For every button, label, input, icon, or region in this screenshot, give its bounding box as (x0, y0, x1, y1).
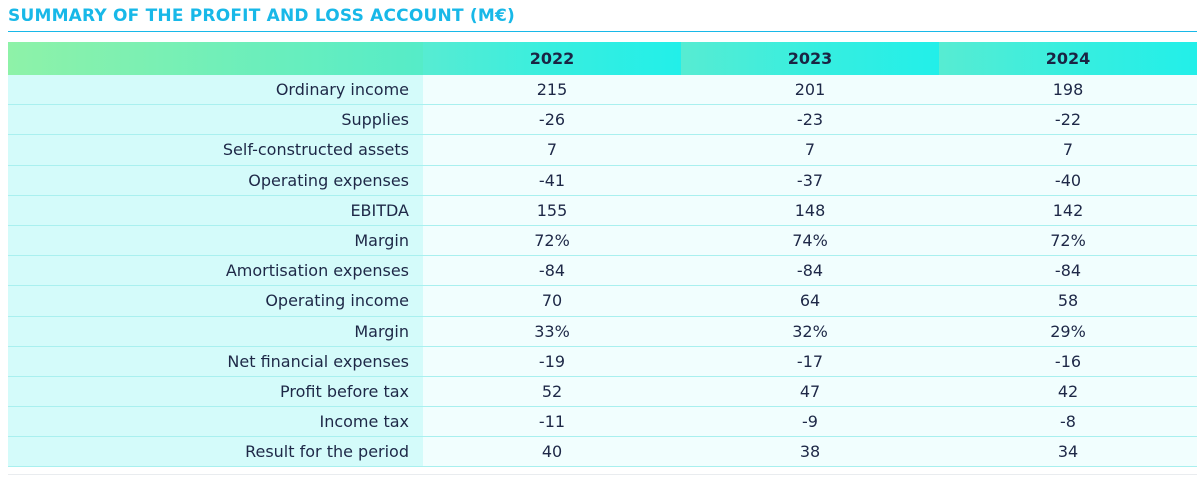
table-row: Supplies -26 -23 -22 (8, 104, 1197, 136)
row-label: EBITDA (8, 195, 423, 226)
value-cell-2023: 201 (681, 75, 939, 106)
value-cell-2022: 72% (423, 225, 681, 257)
row-label: Margin (8, 316, 423, 347)
row-label: Result for the period (8, 436, 423, 468)
profit-loss-table: 2022 2023 2024 Ordinary income 215 201 198 S… (8, 42, 1197, 468)
row-label: Operating income (8, 285, 423, 317)
row-label: Operating expenses (8, 165, 423, 196)
value-cell-2024: -16 (939, 346, 1197, 377)
column-header-2023: 2023 (681, 42, 939, 75)
value-cell-2022: -84 (423, 255, 681, 287)
table-title: SUMMARY OF THE PROFIT AND LOSS ACCOUNT (… (8, 6, 515, 26)
value-cell-2024: 58 (939, 285, 1197, 317)
row-label: Net financial expenses (8, 346, 423, 377)
value-cell-2023: 7 (681, 134, 939, 166)
value-cell-2023: 148 (681, 195, 939, 226)
table-body: Ordinary income 215 201 198 Supplies -26 -23 -2… (8, 75, 1197, 468)
table-row: Margin 33% 32% 29% (8, 316, 1197, 347)
table-row: Operating income 70 64 58 (8, 285, 1197, 317)
header-row: 2022 2023 2024 (8, 42, 1197, 75)
value-cell-2024: 42 (939, 376, 1197, 408)
column-header-2022: 2022 (423, 42, 681, 75)
row-label: Amortisation expenses (8, 255, 423, 287)
value-cell-2022: 33% (423, 316, 681, 347)
table-row: Profit before tax 52 47 42 (8, 376, 1197, 408)
value-cell-2022: 40 (423, 436, 681, 468)
table-row: Result for the period 40 38 34 (8, 436, 1197, 468)
value-cell-2023: -9 (681, 406, 939, 438)
value-cell-2024: 198 (939, 75, 1197, 106)
value-cell-2024: -8 (939, 406, 1197, 438)
value-cell-2023: 74% (681, 225, 939, 257)
table-row: Ordinary income 215 201 198 (8, 75, 1197, 106)
table-row: Income tax -11 -9 -8 (8, 406, 1197, 438)
value-cell-2023: 47 (681, 376, 939, 408)
row-label: Ordinary income (8, 75, 423, 106)
value-cell-2022: 7 (423, 134, 681, 166)
title-underline (8, 31, 1197, 32)
value-cell-2024: 7 (939, 134, 1197, 166)
value-cell-2024: -84 (939, 255, 1197, 287)
header-label-cell (8, 42, 423, 75)
table-row: Amortisation expenses -84 -84 -84 (8, 255, 1197, 287)
value-cell-2024: -22 (939, 104, 1197, 136)
value-cell-2023: -84 (681, 255, 939, 287)
value-cell-2023: -37 (681, 165, 939, 196)
table-row: EBITDA 155 148 142 (8, 195, 1197, 226)
value-cell-2022: 70 (423, 285, 681, 317)
value-cell-2023: 38 (681, 436, 939, 468)
value-cell-2024: 29% (939, 316, 1197, 347)
value-cell-2022: 52 (423, 376, 681, 408)
value-cell-2022: -41 (423, 165, 681, 196)
value-cell-2022: -11 (423, 406, 681, 438)
value-cell-2022: 155 (423, 195, 681, 226)
value-cell-2024: 142 (939, 195, 1197, 226)
row-label: Supplies (8, 104, 423, 136)
value-cell-2024: 72% (939, 225, 1197, 257)
bottom-divider (8, 474, 1197, 475)
row-label: Margin (8, 225, 423, 257)
value-cell-2023: 32% (681, 316, 939, 347)
value-cell-2024: -40 (939, 165, 1197, 196)
value-cell-2023: -23 (681, 104, 939, 136)
table-row: Net financial expenses -19 -17 -16 (8, 346, 1197, 377)
row-label: Income tax (8, 406, 423, 438)
value-cell-2022: 215 (423, 75, 681, 106)
value-cell-2023: 64 (681, 285, 939, 317)
value-cell-2024: 34 (939, 436, 1197, 468)
column-header-2024: 2024 (939, 42, 1197, 75)
row-label: Self-constructed assets (8, 134, 423, 166)
value-cell-2022: -26 (423, 104, 681, 136)
table-row: Margin 72% 74% 72% (8, 225, 1197, 257)
value-cell-2022: -19 (423, 346, 681, 377)
value-cell-2023: -17 (681, 346, 939, 377)
table-row: Operating expenses -41 -37 -40 (8, 165, 1197, 196)
table-row: Self-constructed assets 7 7 7 (8, 134, 1197, 166)
row-label: Profit before tax (8, 376, 423, 408)
